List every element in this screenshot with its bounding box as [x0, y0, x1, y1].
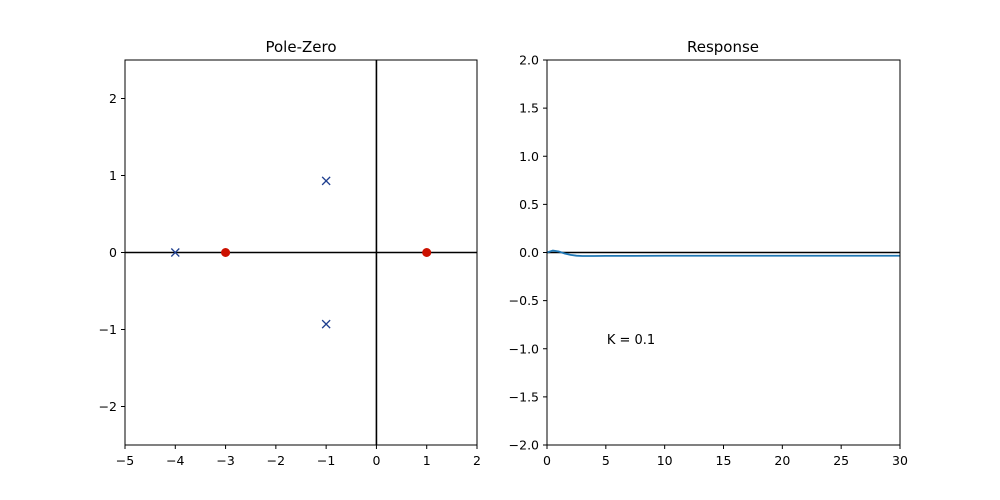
response-x-tick-label: 0 [543, 453, 551, 468]
pole-zero-y-tick-label: −1 [99, 322, 117, 337]
pole-zero-plot-area [125, 60, 477, 445]
response-x-tick-label: 30 [892, 453, 908, 468]
response-title: Response [687, 38, 759, 56]
pole-zero-panel: Pole-Zero −5 −4 −3 −2 −1 0 1 2 −2 −1 0 1 2 [99, 38, 481, 468]
response-y-tick-label: −1.0 [509, 341, 539, 356]
zero-marker [422, 248, 432, 257]
pole-zero-x-tick-label: −1 [317, 453, 335, 468]
pole-zero-x-tick-label: −5 [116, 453, 134, 468]
response-y-tick-label: 1.0 [519, 149, 539, 164]
response-y-tick-label: 1.5 [519, 101, 539, 116]
pole-zero-x-tick-label: −2 [267, 453, 285, 468]
response-x-tick-label: 15 [716, 453, 732, 468]
pole-zero-y-tick-label: 0 [109, 245, 117, 260]
pole-zero-x-axis: −5 −4 −3 −2 −1 0 1 2 [116, 445, 481, 468]
gain-annotation: K = 0.1 [607, 333, 655, 348]
response-x-axis: 0 5 10 15 20 25 30 [543, 445, 908, 468]
response-y-axis: −2.0 −1.5 −1.0 −0.5 0.0 0.5 1.0 1.5 2.0 [509, 53, 547, 453]
response-y-tick-label: −2.0 [509, 438, 539, 453]
response-y-tick-label: −0.5 [509, 293, 539, 308]
pole-zero-y-tick-label: −2 [99, 399, 117, 414]
response-y-tick-label: 0.5 [519, 197, 539, 212]
pole-zero-x-tick-label: −4 [166, 453, 184, 468]
pole-zero-x-tick-label: −3 [216, 453, 234, 468]
response-y-tick-label: −1.5 [509, 389, 539, 404]
response-y-tick-label: 2.0 [519, 53, 539, 68]
pole-zero-title: Pole-Zero [265, 38, 336, 56]
response-y-tick-label: 0.0 [519, 245, 539, 260]
pole-zero-x-tick-label: 2 [473, 453, 481, 468]
zero-marker [221, 248, 231, 257]
pole-marker [170, 248, 180, 257]
pole-marker [321, 319, 331, 329]
pole-zero-x-tick-label: 0 [372, 453, 380, 468]
pole-zero-y-tick-label: 2 [109, 91, 117, 106]
response-plot-area: K = 0.1 [546, 249, 900, 348]
response-x-tick-label: 10 [657, 453, 673, 468]
response-line [546, 249, 900, 257]
response-x-tick-label: 25 [833, 453, 849, 468]
pole-zero-x-tick-label: 1 [423, 453, 431, 468]
pole-zero-y-tick-label: 1 [109, 168, 117, 183]
response-panel: Response K = 0.1 0 5 10 15 20 25 30 −2.0 −1.5 −1… [509, 38, 908, 468]
pole-marker [321, 176, 331, 186]
pole-zero-y-axis: −2 −1 0 1 2 [99, 91, 125, 414]
response-x-tick-label: 5 [602, 453, 610, 468]
response-x-tick-label: 20 [774, 453, 790, 468]
